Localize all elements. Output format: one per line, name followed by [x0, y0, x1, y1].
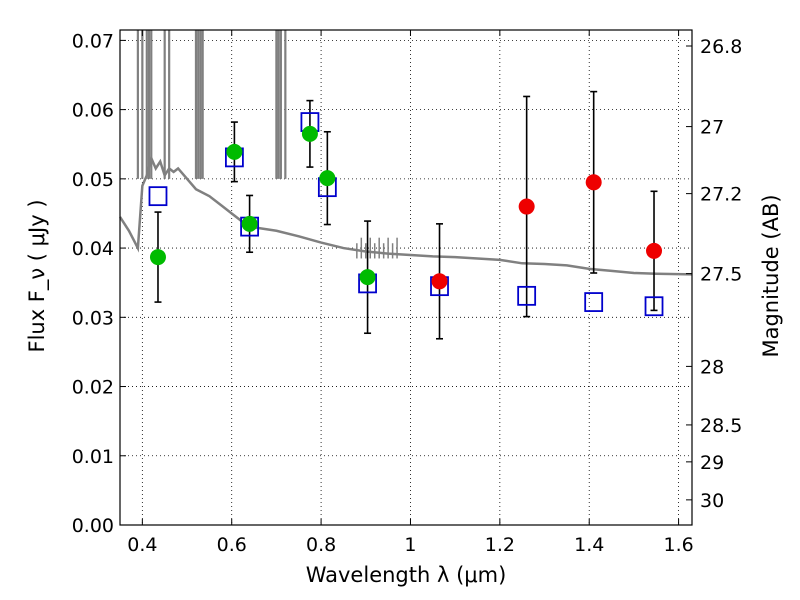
mag-tick-label: 26.8 [700, 36, 742, 58]
mag-tick-label: 30 [700, 490, 724, 512]
right-axis-label: Magnitude (AB) [759, 194, 783, 357]
model-squares [148, 112, 664, 317]
y-axis-label: Flux F_ν ( μJy ) [25, 199, 50, 352]
mag-tick-label: 28 [700, 356, 724, 378]
data-point [149, 249, 166, 266]
mag-tick-label: 27.5 [700, 264, 742, 286]
axis-ticks [120, 30, 692, 526]
observed-points [149, 125, 663, 290]
model-square [517, 285, 537, 306]
y-tick-label: 0.05 [72, 169, 114, 191]
data-point [359, 269, 376, 286]
sed-line [118, 154, 693, 276]
y-tick-label: 0.06 [72, 100, 114, 122]
model-square [584, 292, 604, 312]
grid-lines [120, 30, 692, 526]
data-point [301, 125, 318, 142]
y-tick-label: 0.01 [72, 446, 114, 468]
tick-labels: 0.4 0.6 0.8 1 1.2 1.4 1.6 0.00 0.01 0.02 0.03 0.04 0… [72, 30, 743, 556]
x-tick-label: 0.6 [217, 534, 247, 556]
data-point [646, 242, 663, 259]
mag-tick-label: 29 [700, 452, 724, 474]
y-tick-label: 0.04 [72, 238, 114, 260]
data-point [226, 143, 243, 160]
y-tick-label: 0.07 [72, 30, 114, 52]
x-tick-label: 0.4 [127, 534, 157, 556]
model-square [148, 186, 168, 207]
sed-model-curve [118, 30, 693, 276]
x-tick-label: 1.4 [574, 534, 604, 556]
x-tick-label: 1.2 [485, 534, 515, 556]
data-point [431, 273, 448, 290]
x-tick-label: 1.6 [663, 534, 693, 556]
data-point [241, 215, 258, 232]
plot-frame [119, 29, 693, 526]
data-point [585, 174, 602, 191]
x-axis-label: Wavelength λ (μm) [306, 563, 507, 587]
mag-tick-label: 27.2 [700, 184, 742, 206]
y-tick-label: 0.03 [72, 307, 114, 329]
x-tick-label: 1 [404, 534, 416, 556]
mag-tick-label: 27 [700, 117, 724, 139]
y-tick-label: 0.02 [72, 377, 114, 399]
data-point [319, 170, 336, 187]
error-bars [154, 90, 658, 340]
x-tick-label: 0.8 [306, 534, 336, 556]
data-point [518, 198, 535, 215]
y-tick-label: 0.00 [72, 515, 114, 537]
model-square [644, 296, 664, 317]
mag-tick-label: 28.5 [700, 415, 742, 437]
